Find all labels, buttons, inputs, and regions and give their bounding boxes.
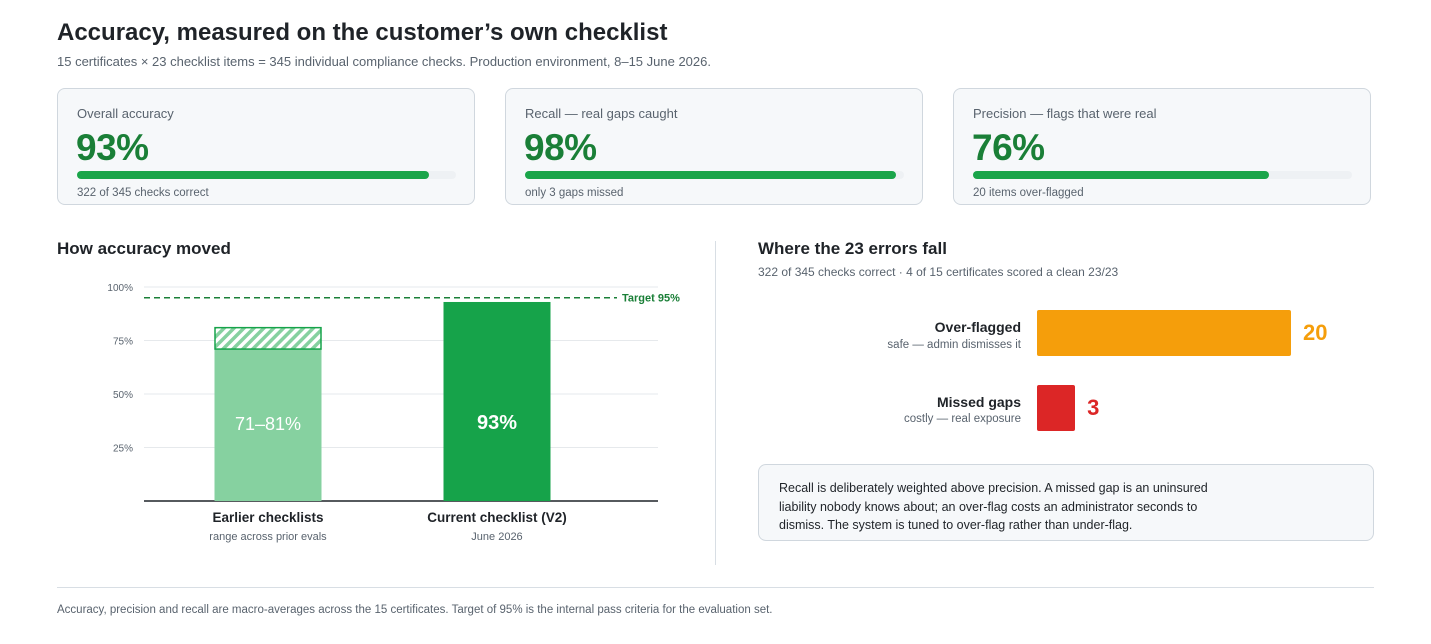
card-value: 98% bbox=[524, 127, 597, 168]
error-label-overflagged: Over-flagged bbox=[934, 319, 1021, 335]
card-value: 76% bbox=[972, 127, 1045, 168]
card-caption: 20 items over-flagged bbox=[973, 187, 1084, 199]
section-divider bbox=[715, 241, 716, 565]
x-category-sublabel: June 2026 bbox=[471, 531, 522, 543]
overall-accuracy-card: Overall accuracy 93% 322 of 345 checks c… bbox=[57, 88, 475, 205]
y-tick-label: 75% bbox=[113, 337, 133, 348]
y-tick-label: 25% bbox=[113, 444, 133, 455]
footer-divider bbox=[57, 587, 1374, 588]
error-desc-overflagged: safe — admin dismisses it bbox=[887, 339, 1021, 351]
error-desc-missed: costly — real exposure bbox=[904, 413, 1021, 425]
bar-value-label: 93% bbox=[477, 412, 517, 434]
card-label: Precision — flags that were real bbox=[973, 106, 1157, 121]
card-label: Recall — real gaps caught bbox=[525, 106, 678, 121]
accuracy-chart-title: How accuracy moved bbox=[57, 239, 231, 258]
target-label: Target 95% bbox=[622, 293, 680, 305]
accuracy-bar-chart: 100% 75% 50% 25% 71–81% 93% Target 95% Earlier … bbox=[107, 283, 680, 543]
bar-earlier-range-band bbox=[214, 326, 322, 350]
y-tick-label: 100% bbox=[107, 283, 133, 294]
bar-current-checklist bbox=[443, 301, 551, 501]
value-missed-gaps: 3 bbox=[1087, 395, 1100, 420]
recall-note: Recall is deliberately weighted above pr… bbox=[758, 464, 1374, 541]
page-subtitle: 15 certificates × 23 checklist items = 3… bbox=[57, 54, 711, 69]
progress-track bbox=[525, 171, 904, 179]
progress-fill bbox=[973, 171, 1269, 179]
bar-missed-gaps bbox=[1037, 385, 1076, 431]
progress-track bbox=[77, 171, 456, 179]
error-label-missed: Missed gaps bbox=[936, 394, 1021, 410]
progress-track bbox=[973, 171, 1352, 179]
note-text: Recall is deliberately weighted above pr… bbox=[779, 481, 1208, 532]
card-caption: 322 of 345 checks correct bbox=[77, 187, 209, 199]
page-title: Accuracy, measured on the customer’s own… bbox=[57, 19, 668, 46]
progress-fill bbox=[525, 171, 897, 179]
precision-card: Precision — flags that were real 76% 20 … bbox=[953, 88, 1371, 205]
card-value: 93% bbox=[76, 127, 149, 168]
chart-bars bbox=[214, 301, 551, 501]
x-category-label: Earlier checklists bbox=[212, 510, 323, 525]
chart-labels: 100% 75% 50% 25% 71–81% 93% Target 95% Earlier … bbox=[107, 283, 680, 543]
y-tick-label: 50% bbox=[113, 390, 133, 401]
x-category-sublabel: range across prior evals bbox=[209, 531, 327, 543]
recall-card: Recall — real gaps caught 98% only 3 gap… bbox=[505, 88, 923, 205]
value-overflagged: 20 bbox=[1303, 320, 1328, 345]
x-category-label: Current checklist (V2) bbox=[427, 510, 567, 525]
bar-overflagged bbox=[1037, 310, 1291, 356]
errors-chart-title: Where the 23 errors fall bbox=[758, 239, 947, 258]
errors-chart-subtitle: 322 of 345 checks correct · 4 of 15 cert… bbox=[758, 265, 1119, 279]
bar-value-label: 71–81% bbox=[235, 414, 301, 434]
bar-earlier-checklists bbox=[214, 349, 322, 501]
progress-fill bbox=[77, 171, 430, 179]
card-label: Overall accuracy bbox=[77, 106, 174, 121]
footer-note: Accuracy, precision and recall are macro… bbox=[57, 604, 773, 616]
card-caption: only 3 gaps missed bbox=[525, 187, 624, 199]
